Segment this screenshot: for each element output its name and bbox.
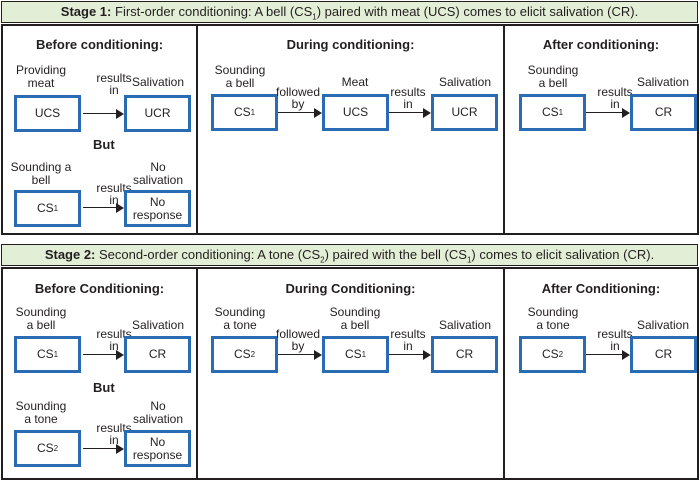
but-label: But xyxy=(93,380,115,395)
cs2-box: CS 2 xyxy=(211,336,278,373)
ucr-box: UCR xyxy=(124,95,191,132)
cs1-box: CS 1 xyxy=(519,94,586,131)
box-text: CS xyxy=(541,105,559,119)
arrow-label: results in xyxy=(597,85,633,111)
panel-title: After Conditioning: xyxy=(541,281,661,296)
panel-title: Before conditioning: xyxy=(35,37,164,52)
stimulus-label: Sounding a tone xyxy=(527,305,579,332)
no-response-box: No response xyxy=(124,430,191,467)
stage2-header-sub: 2 xyxy=(320,255,325,265)
arrow xyxy=(83,350,124,360)
panel-title: Before Conditioning: xyxy=(34,281,165,296)
response-label: Salivation xyxy=(636,318,690,332)
box-text: CS xyxy=(233,105,251,119)
stage2-header-bold: Stage 2: xyxy=(44,247,96,262)
arrow-label: results in xyxy=(390,85,426,111)
arrow xyxy=(83,109,124,119)
stimulus-label: Sounding a bell xyxy=(10,160,72,187)
stage2-header-text: Second-order conditioning: A tone (CS xyxy=(99,247,321,262)
response-label: Salivation xyxy=(131,75,185,89)
stage2-header: Stage 2: Second-order conditioning: A to… xyxy=(1,244,698,266)
cs1-box: CS 1 xyxy=(14,190,81,227)
stimulus-label: Sounding a bell xyxy=(15,305,67,332)
response-label: Salivation xyxy=(438,318,492,332)
panel-title: During Conditioning: xyxy=(285,281,416,296)
stimulus-label: Sounding a tone xyxy=(214,305,266,332)
stage2-header-end: ) comes to elicit salivation (CR). xyxy=(471,247,655,262)
stage1-header-bold: Stage 1: xyxy=(60,4,112,19)
box-text: CS xyxy=(233,347,251,361)
no-response-box: No response xyxy=(124,190,191,227)
response-label: No salivation xyxy=(132,399,184,426)
stimulus-label: Sounding a bell xyxy=(329,305,381,332)
stage2-header-mid: ) paired with the bell (CS xyxy=(324,247,467,262)
cr-box: CR xyxy=(630,94,697,131)
stage2-before-panel: Before Conditioning: Sounding a bell CS 1… xyxy=(1,267,198,480)
response-label: Salivation xyxy=(131,318,185,332)
response-label: Salivation xyxy=(636,75,690,89)
response-label: No salivation xyxy=(132,160,184,187)
cs1-box: CS 1 xyxy=(14,336,81,373)
arrow xyxy=(586,350,630,360)
cr-box: CR xyxy=(124,336,191,373)
cr-box: CR xyxy=(630,336,697,373)
stimulus-label: Providing meat xyxy=(15,63,67,90)
panel-title: During conditioning: xyxy=(286,37,415,52)
stage2-header-sub2: 1 xyxy=(466,255,472,265)
stimulus-label: Sounding a bell xyxy=(214,63,266,90)
arrow xyxy=(389,350,431,360)
stage2-during-panel: During Conditioning: Sounding a tone CS 2… xyxy=(196,267,505,480)
stage1-header: Stage 1: First-order conditioning: A bel… xyxy=(1,1,698,23)
arrow-label: results in xyxy=(390,327,426,353)
ucr-box: UCR xyxy=(431,94,498,131)
stimulus-label: Sounding a bell xyxy=(527,63,579,90)
ucs-box: UCS xyxy=(14,95,81,132)
stage1-during-panel: During conditioning: Sounding a bell CS 1… xyxy=(196,24,505,235)
stage1-before-panel: Before conditioning: Providing meat UCS … xyxy=(1,24,198,235)
stimulus-label: Sounding a tone xyxy=(15,399,67,426)
arrow xyxy=(83,203,124,213)
but-label: But xyxy=(93,137,115,152)
arrow xyxy=(83,444,124,454)
arrow xyxy=(586,108,630,118)
ucs-box: UCS xyxy=(322,94,389,131)
cs1-box: CS 1 xyxy=(211,94,278,131)
stage1-header-end: ) paired with meat (UCS) comes to elicit… xyxy=(316,4,639,19)
arrow xyxy=(278,108,322,118)
cs2-box: CS 2 xyxy=(519,336,586,373)
cs2-box: CS 2 xyxy=(14,430,81,467)
stage2-after-panel: After Conditioning: Sounding a tone CS 2 … xyxy=(503,267,699,480)
box-text: CS xyxy=(36,441,54,455)
cs1-box: CS 1 xyxy=(322,336,389,373)
box-text: CS xyxy=(36,347,54,361)
response-label: Salivation xyxy=(438,75,492,89)
arrow-label: results in xyxy=(96,71,132,97)
cr-box: CR xyxy=(431,336,498,373)
arrow-label: results in xyxy=(597,327,633,353)
arrow xyxy=(389,108,431,118)
box-text: CS xyxy=(344,347,362,361)
box-text: CS xyxy=(541,347,559,361)
arrow-label: followed by xyxy=(275,85,321,111)
arrow xyxy=(278,350,322,360)
arrow-label: followed by xyxy=(275,327,321,353)
panel-title: After conditioning: xyxy=(542,37,660,52)
arrow-label: results in xyxy=(96,421,132,447)
stage1-header-text: First-order conditioning: A bell (CS xyxy=(115,4,313,19)
arrow-label: results in xyxy=(96,181,132,207)
stage1-header-sub: 1 xyxy=(312,12,317,22)
stage1-after-panel: After conditioning: Sounding a bell CS 1 … xyxy=(503,24,699,235)
stimulus-label: Meat xyxy=(341,75,369,89)
box-text: CS xyxy=(36,201,54,215)
arrow-label: results in xyxy=(96,327,132,353)
